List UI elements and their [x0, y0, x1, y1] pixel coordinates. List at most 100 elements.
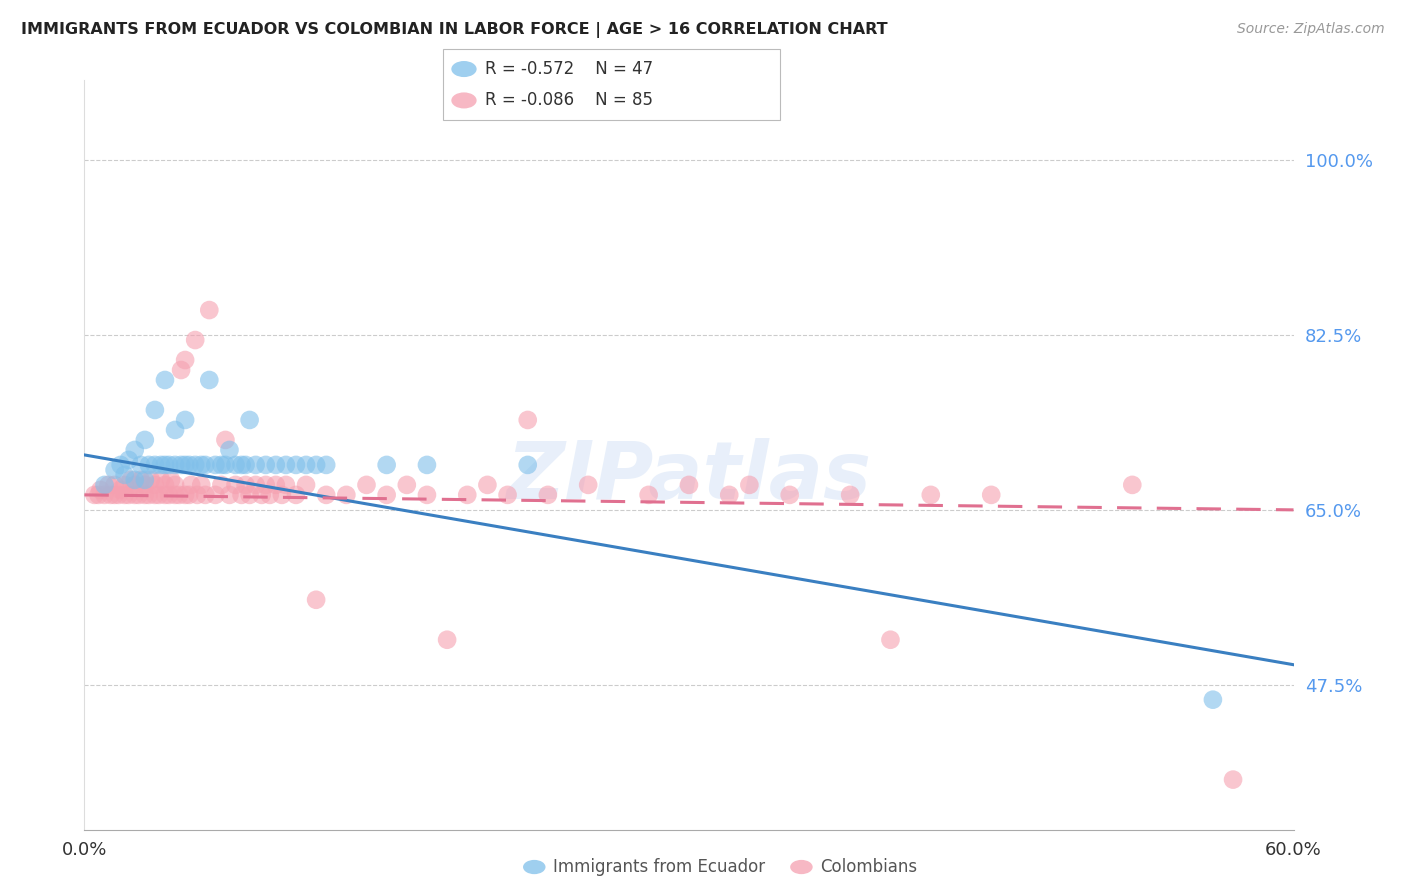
Point: [97, 478, 120, 492]
Point: [110, 483, 132, 497]
Point: [143, 458, 166, 472]
Point: [254, 458, 277, 472]
Point: [190, 478, 212, 492]
Point: [89, 483, 111, 497]
Point: [259, 488, 281, 502]
Point: [1202, 692, 1225, 706]
Point: [118, 453, 141, 467]
Point: [1121, 478, 1143, 492]
Point: [270, 488, 292, 502]
Point: [165, 488, 187, 502]
Point: [218, 442, 240, 457]
Point: [214, 433, 236, 447]
Point: [134, 433, 156, 447]
Point: [83, 488, 105, 502]
Point: [104, 488, 127, 502]
Point: [214, 458, 236, 472]
Text: Source: ZipAtlas.com: Source: ZipAtlas.com: [1237, 22, 1385, 37]
Point: [496, 488, 519, 502]
Point: [160, 473, 183, 487]
Point: [285, 458, 308, 472]
Point: [139, 473, 162, 487]
Point: [114, 467, 136, 482]
Point: [637, 488, 659, 502]
Point: [315, 488, 337, 502]
Point: [204, 458, 226, 472]
Point: [879, 632, 901, 647]
Point: [167, 488, 190, 502]
Point: [93, 478, 115, 492]
Point: [194, 458, 217, 472]
Point: [110, 458, 132, 472]
Point: [264, 458, 287, 472]
Point: [129, 458, 152, 472]
Point: [128, 488, 150, 502]
Point: [174, 488, 197, 502]
Point: [305, 592, 328, 607]
Text: R = -0.572    N = 47: R = -0.572 N = 47: [485, 60, 654, 78]
Point: [134, 473, 156, 487]
Point: [920, 488, 942, 502]
Point: [170, 363, 193, 377]
Point: [209, 478, 232, 492]
Point: [134, 488, 156, 502]
Point: [124, 473, 146, 487]
Point: [118, 488, 141, 502]
Point: [231, 458, 253, 472]
Point: [356, 478, 378, 492]
Point: [274, 458, 297, 472]
Point: [315, 458, 337, 472]
Text: R = -0.086    N = 85: R = -0.086 N = 85: [485, 92, 652, 110]
Point: [153, 458, 176, 472]
Point: [250, 488, 273, 502]
Point: [104, 478, 127, 492]
Point: [124, 478, 146, 492]
Point: [779, 488, 801, 502]
Point: [174, 413, 197, 427]
Point: [107, 488, 129, 502]
Point: [209, 458, 232, 472]
Point: [93, 488, 115, 502]
Point: [1222, 772, 1244, 787]
Point: [245, 478, 267, 492]
Point: [456, 488, 478, 502]
Point: [516, 458, 538, 472]
Point: [153, 478, 176, 492]
Text: Colombians: Colombians: [820, 858, 917, 876]
Point: [124, 442, 146, 457]
Point: [980, 488, 1002, 502]
Point: [157, 458, 180, 472]
Point: [149, 458, 172, 472]
Text: IMMIGRANTS FROM ECUADOR VS COLOMBIAN IN LABOR FORCE | AGE > 16 CORRELATION CHART: IMMIGRANTS FROM ECUADOR VS COLOMBIAN IN …: [21, 22, 887, 38]
Text: Immigrants from Ecuador: Immigrants from Ecuador: [553, 858, 765, 876]
Point: [245, 458, 267, 472]
Point: [138, 458, 160, 472]
Point: [416, 458, 439, 472]
Point: [239, 488, 262, 502]
Point: [225, 458, 247, 472]
Point: [153, 488, 176, 502]
Point: [416, 488, 439, 502]
Point: [235, 478, 257, 492]
Point: [194, 488, 217, 502]
Point: [184, 458, 207, 472]
Point: [375, 458, 398, 472]
Point: [436, 632, 458, 647]
Point: [157, 488, 180, 502]
Point: [149, 473, 172, 487]
Point: [104, 463, 127, 477]
Point: [87, 488, 110, 502]
Point: [186, 488, 208, 502]
Point: [225, 478, 247, 492]
Point: [153, 373, 176, 387]
Point: [231, 488, 253, 502]
Point: [165, 458, 187, 472]
Point: [274, 478, 297, 492]
Point: [114, 488, 136, 502]
Point: [129, 473, 152, 487]
Point: [537, 488, 560, 502]
Point: [295, 458, 318, 472]
Point: [576, 478, 599, 492]
Point: [375, 488, 398, 502]
Point: [477, 478, 499, 492]
